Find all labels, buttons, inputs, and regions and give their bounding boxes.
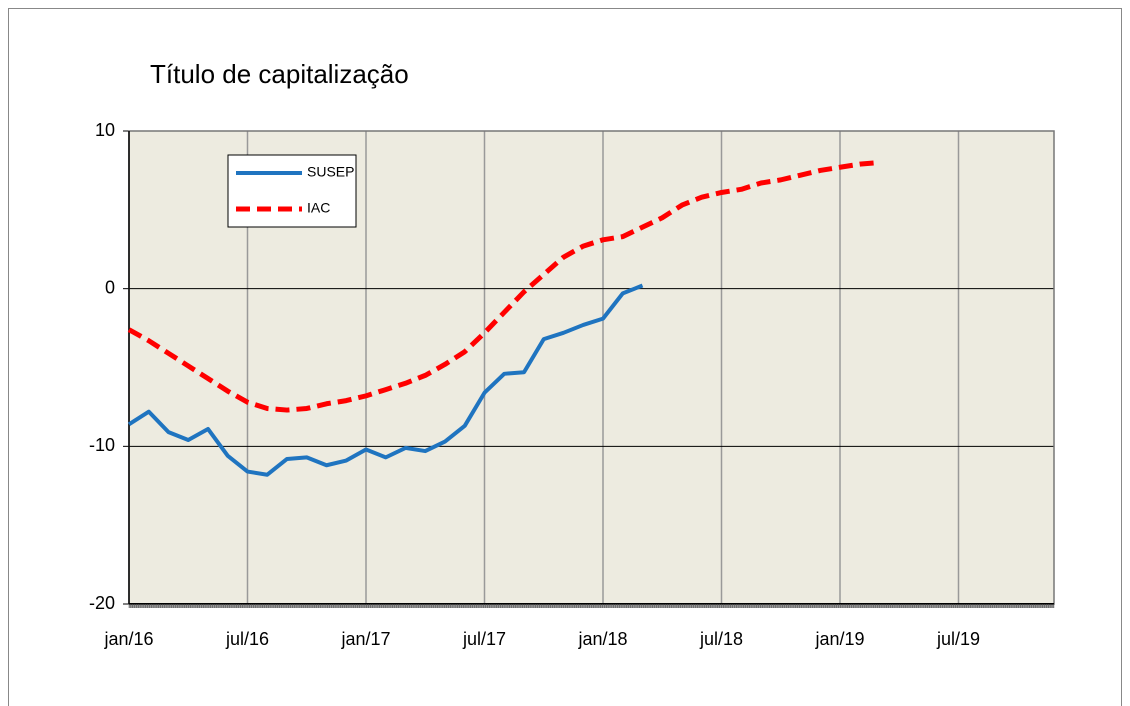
x-tick-label: jan/16 (103, 629, 153, 649)
minor-ticks (128, 604, 1055, 608)
x-tick-label: jul/16 (225, 629, 269, 649)
x-tick-label: jan/18 (577, 629, 627, 649)
legend-box (227, 154, 357, 228)
frame (8, 8, 1122, 706)
series-line (127, 160, 880, 413)
legend-label: IAC (307, 200, 330, 216)
legend-label: SUSEP (307, 164, 354, 180)
chart-title: Título de capitalização (150, 59, 409, 89)
x-tick-label: jan/17 (340, 629, 390, 649)
x-tick-label: jan/19 (814, 629, 864, 649)
x-tick-label: jul/17 (462, 629, 506, 649)
y-tick-label: -10 (89, 435, 115, 455)
y-tick-label: 10 (95, 120, 115, 140)
x-tick-label: jul/19 (936, 629, 980, 649)
x-tick-label: jul/18 (699, 629, 743, 649)
y-tick-label: 0 (105, 277, 115, 297)
series-line (127, 283, 644, 477)
y-tick-label: -20 (89, 593, 115, 613)
